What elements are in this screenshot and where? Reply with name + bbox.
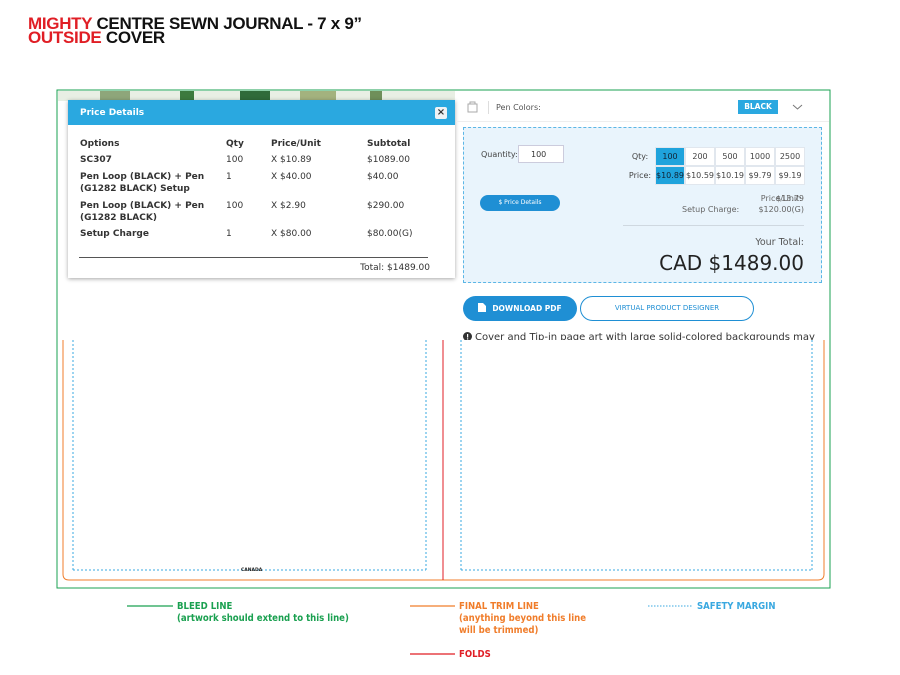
legend-note: (anything beyond this line — [459, 613, 587, 624]
designer-button[interactable]: VIRTUAL PRODUCT DESIGNER — [580, 296, 754, 321]
cell-text: 100 — [226, 201, 244, 211]
title-red: OUTSIDE — [28, 28, 102, 47]
price-details-modal: Price Details × Total: $1489.00 Options Q… — [68, 100, 455, 278]
cell-text: $1089.00 — [367, 155, 410, 165]
legend-note: (artwork should extend to this line) — [177, 613, 349, 624]
cell-text: $80.00(G) — [367, 229, 413, 239]
pdf-icon — [478, 303, 487, 312]
tier-label: Qty: — [631, 152, 649, 161]
pen-icon — [467, 101, 478, 113]
legend-folds: FOLDS — [459, 649, 491, 660]
info-icon — [463, 332, 472, 340]
cell-text: X $2.90 — [271, 201, 306, 211]
modal-title: Price Details — [80, 108, 145, 118]
tier-qty: 100 — [655, 147, 685, 166]
price-details-button[interactable]: $ Price Details — [480, 195, 560, 211]
option-text: Setup Charge — [80, 229, 149, 239]
safety-lines — [72, 340, 813, 571]
divider — [79, 257, 428, 258]
price-unit-label: Price/Unit: — [760, 194, 802, 203]
legend-safety: SAFETY MARGIN — [697, 601, 776, 612]
tier-price: $10.59 — [685, 166, 715, 185]
tier-price: $10.19 — [715, 166, 745, 185]
price-unit-value: $13.79 — [776, 194, 804, 203]
column-header: Options — [80, 139, 120, 149]
download-button[interactable]: DOWNLOAD PDF — [463, 296, 577, 321]
option-text: (G1282 BLACK) Setup — [80, 184, 190, 194]
total-value: CAD $1489.00 — [659, 251, 804, 275]
title-line-1: MIGHTY CENTRE SEWN JOURNAL - 7 x 9” — [28, 14, 362, 33]
cell-text: X $40.00 — [271, 172, 312, 182]
separator — [488, 101, 489, 114]
tier-table: Qty: Price: 100 $10.89 200 $10.59 500 $10.19 100… — [625, 147, 805, 185]
option-text: (G1282 BLACK) — [80, 213, 157, 223]
quantity-label: Quantity: — [481, 150, 518, 159]
legend-trim: FINAL TRIM LINE (anything beyond this lin… — [459, 601, 586, 637]
setup-label: Setup Charge: — [682, 205, 740, 214]
close-button[interactable]: × — [435, 107, 447, 119]
cell-text: 100 — [226, 155, 244, 165]
column-header: Price/Unit — [271, 139, 321, 149]
quantity-input[interactable]: 100 — [518, 145, 564, 163]
column-header: Subtotal — [367, 139, 411, 149]
title-text: COVER — [105, 28, 165, 47]
tier-qty: 500 — [715, 147, 745, 166]
option-text: SC307 — [80, 155, 112, 165]
divider — [623, 225, 804, 226]
legend-bleed: BLEED LINE (artwork should extend to this… — [177, 601, 349, 625]
option-text: Pen Loop (BLACK) + Pen — [80, 201, 205, 211]
cell-text: 1 — [226, 172, 232, 182]
pen-color-badge[interactable]: BLACK — [738, 100, 778, 114]
tier-price: $9.79 — [745, 166, 775, 185]
cell-text: $40.00 — [367, 172, 399, 182]
tier-qty: 1000 — [745, 147, 775, 166]
column-header: Qty — [226, 139, 244, 149]
download-label: DOWNLOAD PDF — [492, 304, 562, 313]
setup-value: $120.00(G) — [758, 205, 804, 214]
tier-price: $10.89 — [655, 166, 685, 185]
title-red: MIGHTY — [28, 14, 93, 33]
separator — [456, 121, 829, 122]
modal-header — [68, 100, 455, 125]
tier-qty: 200 — [685, 147, 715, 166]
notice-text: Cover and Tip-in page art with large sol… — [475, 332, 815, 340]
tier-label: Price: — [628, 171, 652, 180]
cell-text: $290.00 — [367, 201, 405, 211]
legend-title: BLEED LINE — [177, 601, 233, 612]
cell-text: X $80.00 — [271, 229, 312, 239]
cell-text: 1 — [226, 229, 232, 239]
option-text: Pen Loop (BLACK) + Pen — [80, 172, 205, 182]
notice: Cover and Tip-in page art with large sol… — [463, 331, 821, 340]
legend-note: will be trimmed) — [459, 625, 539, 636]
cover-art-strip — [58, 91, 455, 101]
country-mark: CANADA — [241, 568, 263, 573]
cell-text: X $10.89 — [271, 155, 312, 165]
dropdown-chevron[interactable] — [792, 103, 803, 111]
title-line-2: OUTSIDE COVER — [28, 28, 165, 47]
bleed-line — [56, 89, 831, 589]
tier-qty: 2500 — [775, 147, 805, 166]
pen-colors-label: Pen Colors: — [496, 103, 541, 112]
legend-title: FINAL TRIM LINE — [459, 601, 539, 612]
modal-total: Total: $1489.00 — [360, 263, 430, 273]
title-text: CENTRE SEWN JOURNAL - 7 x 9” — [96, 14, 362, 33]
total-label: Your Total: — [755, 237, 804, 248]
tier-price: $9.19 — [775, 166, 805, 185]
